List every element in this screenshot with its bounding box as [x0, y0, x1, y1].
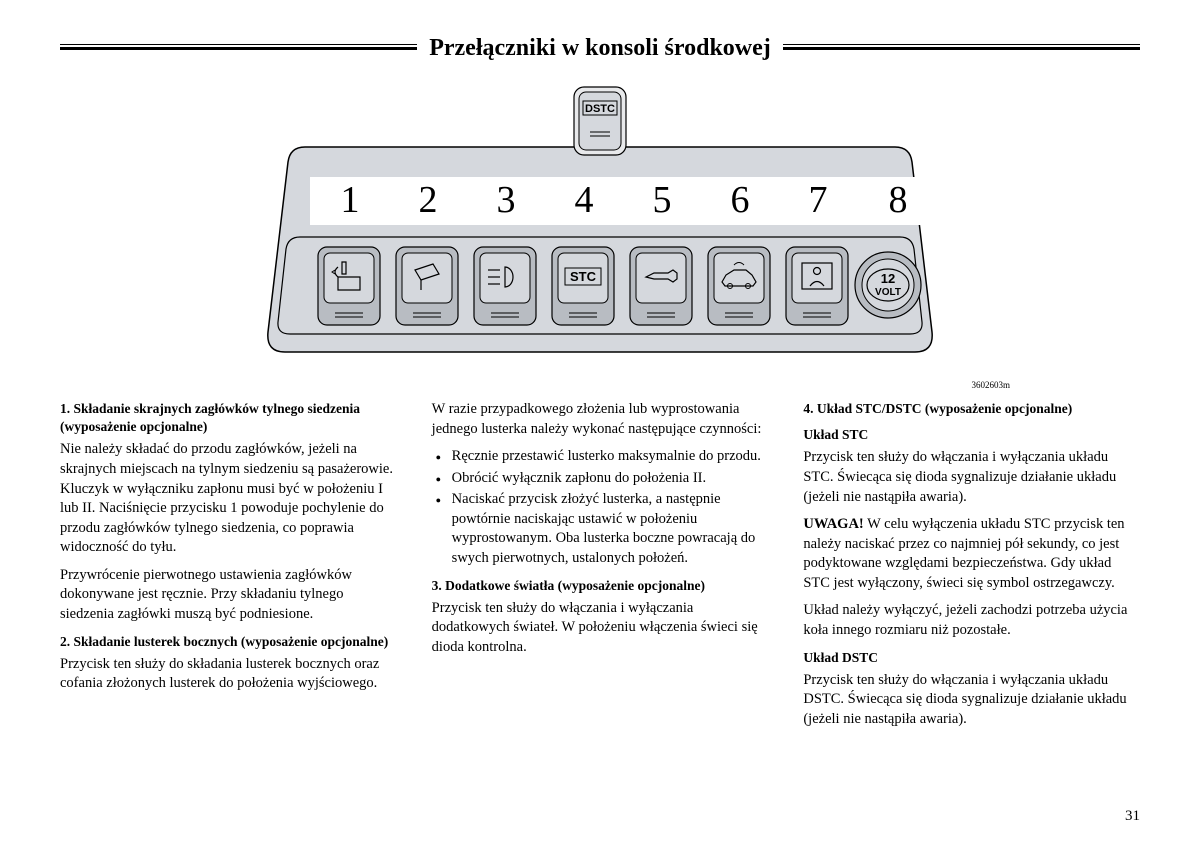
col3-para-1: Przycisk ten służy do włączania i wyłącz… — [803, 448, 1140, 507]
col2-bullet-1: Ręcznie przestawić lusterko maksymalnie … — [436, 447, 769, 467]
column-3: 4. Układ STC/DSTC (wyposażenie opcjonaln… — [803, 400, 1140, 737]
console-diagram: DSTC 1 2 3 4 5 6 7 8 — [60, 82, 1140, 372]
col1-heading-1: 1. Składanie skrajnych zagłówków tylnego… — [60, 400, 397, 436]
col2-bullet-2: Obrócić wyłącznik zapłonu do położenia I… — [436, 469, 769, 489]
col3-para-3: Układ należy wyłączyć, jeżeli zachodzi p… — [803, 601, 1140, 640]
page-number: 31 — [1125, 808, 1140, 825]
button-5 — [630, 247, 692, 325]
bar-right — [783, 47, 1140, 50]
col3-para-2: UWAGA! W celu wyłączenia układu STC przy… — [803, 515, 1140, 593]
button-7-person — [786, 247, 848, 325]
col3-heading-2: Układ STC — [803, 426, 1140, 444]
dstc-button: DSTC — [574, 87, 626, 155]
col2-para-1: W razie przypadkowego złożenia lub wypro… — [432, 400, 769, 439]
svg-text:5: 5 — [653, 179, 672, 221]
svg-text:4: 4 — [575, 179, 594, 221]
svg-text:12: 12 — [881, 271, 895, 286]
col2-heading-1: 3. Dodatkowe światła (wyposażenie opcjon… — [432, 577, 769, 595]
button-1-headrest — [318, 247, 380, 325]
col1-para-3: Przycisk ten służy do składania lusterek… — [60, 655, 397, 694]
console-svg: DSTC 1 2 3 4 5 6 7 8 — [190, 82, 1010, 372]
dstc-label: DSTC — [585, 103, 615, 115]
socket-12volt: 12 VOLT — [855, 252, 921, 318]
text-columns: 1. Składanie skrajnych zagłówków tylnego… — [60, 400, 1140, 737]
page-title: Przełączniki w konsoli środkowej — [417, 35, 783, 62]
svg-text:1: 1 — [341, 179, 360, 221]
col2-bullets: Ręcznie przestawić lusterko maksymalnie … — [432, 447, 769, 568]
col3-heading-1: 4. Układ STC/DSTC (wyposażenie opcjonaln… — [803, 400, 1140, 418]
header-bar: Przełączniki w konsoli środkowej — [60, 35, 1140, 62]
svg-text:2: 2 — [419, 179, 438, 221]
col1-para-2: Przywrócenie pierwotnego ustawienia zagł… — [60, 566, 397, 625]
col3-para-4: Przycisk ten służy do włączania i wyłącz… — [803, 671, 1140, 730]
button-6-car — [708, 247, 770, 325]
number-strip — [310, 177, 925, 225]
col1-heading-2: 2. Składanie lusterek bocznych (wyposaże… — [60, 633, 397, 651]
svg-text:VOLT: VOLT — [875, 287, 901, 298]
button-3-lights — [474, 247, 536, 325]
svg-text:3: 3 — [497, 179, 516, 221]
uwaga-label: UWAGA! — [803, 516, 863, 532]
column-2: W razie przypadkowego złożenia lub wypro… — [432, 400, 769, 737]
col1-para-1: Nie należy składać do przodu zagłówków, … — [60, 440, 397, 557]
rocker-buttons: STC — [318, 247, 848, 325]
col2-bullet-3: Naciskać przycisk złożyć lusterka, a nas… — [436, 490, 769, 568]
col3-heading-3: Układ DSTC — [803, 649, 1140, 667]
bar-left — [60, 47, 417, 50]
col2-para-2: Przycisk ten służy do włączania i wyłącz… — [432, 599, 769, 658]
button-4-stc: STC — [552, 247, 614, 325]
svg-text:8: 8 — [889, 179, 908, 221]
diagram-caption: 3602603m — [60, 380, 1140, 390]
button-2-mirror — [396, 247, 458, 325]
svg-text:STC: STC — [570, 269, 597, 284]
svg-text:7: 7 — [809, 179, 828, 221]
column-1: 1. Składanie skrajnych zagłówków tylnego… — [60, 400, 397, 737]
svg-text:6: 6 — [731, 179, 750, 221]
